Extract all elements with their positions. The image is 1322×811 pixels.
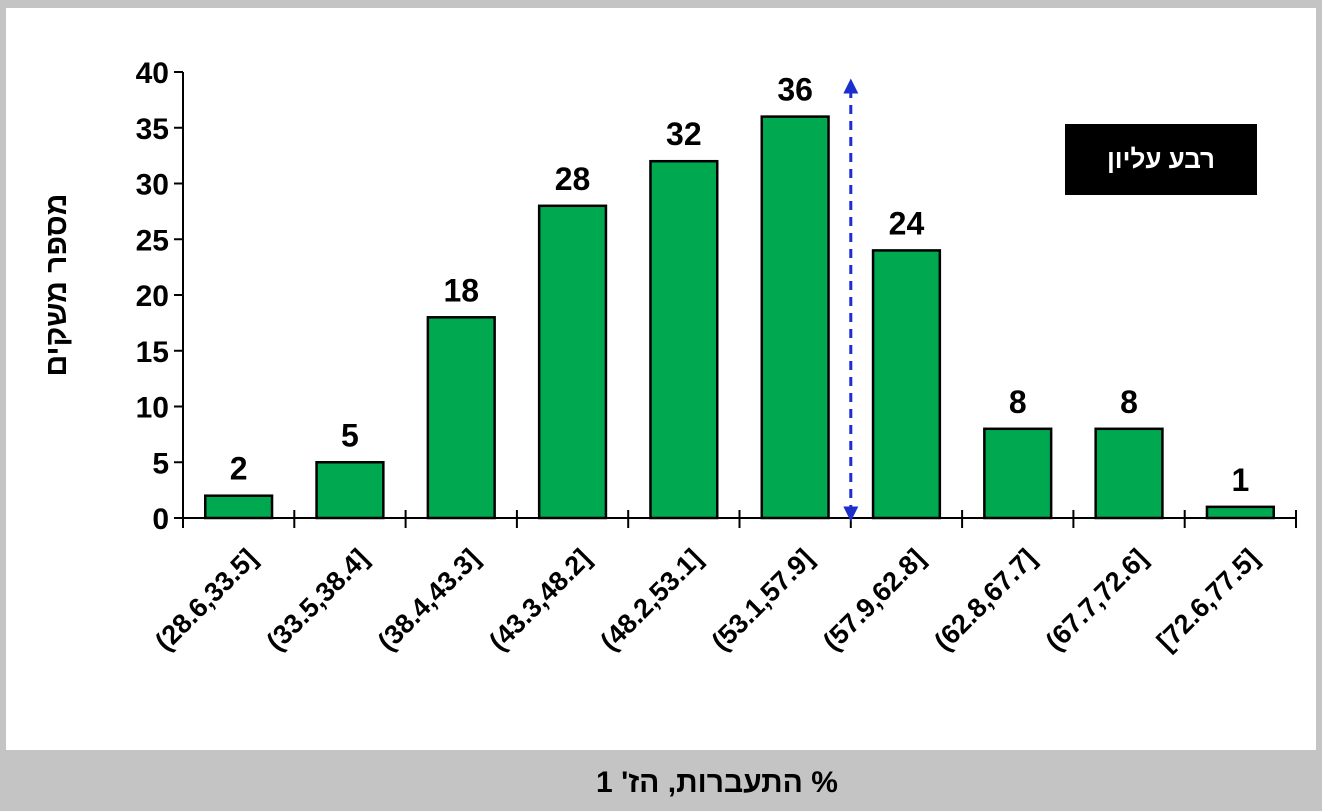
x-tick-label: (62.8,67.7] — [928, 543, 1042, 657]
x-tick-label: (33.5,38.4] — [261, 543, 375, 657]
data-label: 1 — [1231, 462, 1249, 498]
annotation-text: רבע עליון — [1107, 144, 1215, 174]
y-tick-label: 0 — [152, 503, 169, 536]
x-tick-label: (38.4,43.3] — [372, 543, 486, 657]
x-tick-label: (53.1,57.9] — [706, 543, 820, 657]
y-tick-label: 25 — [136, 224, 169, 257]
bar — [649, 159, 719, 520]
x-tick-label: (43.3,48.2] — [483, 543, 597, 657]
x-tick-label: (57.9,62.8] — [817, 543, 931, 657]
y-axis-title: מספר משקים — [40, 194, 73, 377]
quartile-annotation: רבע עליון — [1065, 124, 1257, 195]
data-label: 8 — [1009, 384, 1027, 420]
x-tick-label: (67.7,72.6] — [1040, 543, 1154, 657]
bar — [426, 316, 496, 520]
x-tick-label: (48.2,53.1] — [595, 543, 709, 657]
bar — [315, 461, 385, 520]
bar — [1094, 427, 1164, 520]
y-tick-label: 35 — [136, 113, 169, 146]
bar — [983, 427, 1053, 520]
x-tick-labels: (28.6,33.5](33.5,38.4](38.4,43.3](43.3,4… — [149, 543, 1264, 657]
bar — [760, 115, 830, 520]
data-label: 5 — [341, 417, 359, 453]
x-tick-label: (28.6,33.5] — [149, 543, 263, 657]
y-tick-label: 40 — [136, 57, 169, 90]
bar — [871, 249, 942, 520]
y-tick-label: 5 — [152, 447, 169, 480]
data-label: 32 — [666, 116, 702, 152]
data-label: 2 — [230, 451, 248, 487]
y-tick-label: 15 — [136, 336, 169, 369]
y-axis: 0 5 10 15 20 25 30 35 40 — [136, 57, 184, 536]
x-axis-title: % התעברות, הז' 1 — [596, 766, 838, 799]
data-label: 18 — [443, 272, 479, 308]
y-tick-label: 30 — [136, 169, 169, 202]
y-tick-label: 20 — [136, 280, 169, 313]
bar — [204, 494, 274, 520]
bar — [1205, 505, 1275, 520]
data-label: 28 — [555, 161, 591, 197]
bar — [537, 204, 608, 520]
data-label: 36 — [777, 72, 813, 108]
data-label: 8 — [1120, 384, 1138, 420]
bar-series — [204, 115, 1275, 520]
y-tick-label: 10 — [136, 392, 169, 425]
annotation-box — [1065, 124, 1257, 195]
x-tick-label: [72.6,77.5] — [1151, 543, 1265, 657]
data-labels: 2 5 18 28 32 36 24 8 8 1 — [230, 72, 1249, 498]
data-label: 24 — [889, 205, 925, 241]
